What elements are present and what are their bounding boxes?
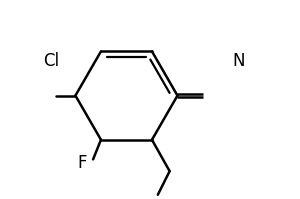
Text: F: F [78,154,87,173]
Text: N: N [232,52,245,70]
Text: Cl: Cl [44,52,60,70]
